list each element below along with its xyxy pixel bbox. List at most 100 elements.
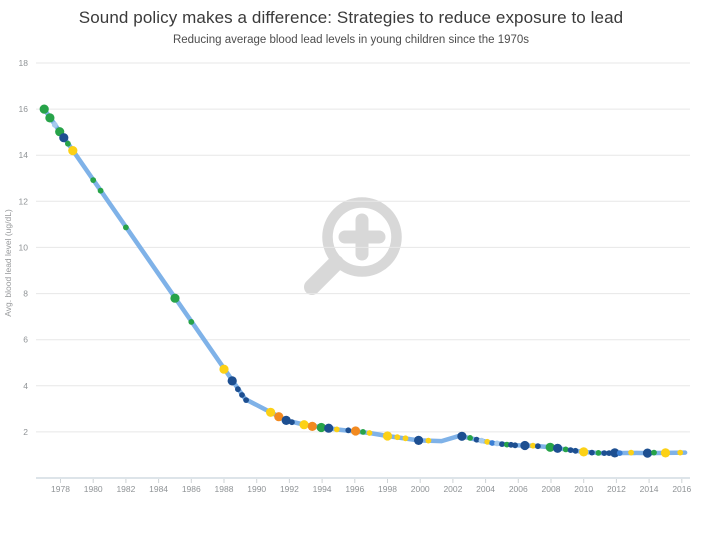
data-point-marker[interactable] [494, 440, 500, 447]
magnifier-lens [322, 197, 402, 277]
data-point-marker[interactable] [239, 392, 245, 398]
x-tick-label: 1988 [215, 484, 234, 494]
data-point-marker[interactable] [484, 438, 491, 445]
x-tick-label: 1984 [149, 484, 168, 494]
data-point-marker[interactable] [235, 386, 241, 393]
data-point-marker[interactable] [579, 447, 589, 457]
data-point-marker[interactable] [610, 448, 620, 458]
x-tick-label: 1998 [378, 484, 397, 494]
data-point-marker[interactable] [601, 450, 608, 456]
data-point-marker[interactable] [333, 426, 340, 433]
data-point-marker[interactable] [467, 435, 473, 441]
chart-title: Sound policy makes a difference: Strateg… [78, 8, 624, 27]
data-point-marker[interactable] [473, 436, 480, 443]
y-tick-label: 12 [19, 196, 29, 206]
data-point-marker[interactable] [307, 421, 317, 431]
chart-header: Sound policy makes a difference: Strateg… [0, 8, 702, 46]
data-point-marker[interactable] [39, 104, 49, 114]
data-point-marker[interactable] [616, 450, 623, 456]
data-point-marker[interactable] [545, 442, 555, 452]
data-point-marker[interactable] [170, 293, 180, 303]
data-point-marker[interactable] [642, 448, 653, 458]
data-point-marker[interactable] [227, 376, 237, 386]
y-tick-label: 16 [19, 104, 29, 114]
data-point-marker[interactable] [628, 449, 634, 456]
x-tick-label: 1978 [51, 484, 70, 494]
data-point-marker[interactable] [243, 397, 250, 403]
data-point-marker[interactable] [289, 419, 295, 426]
data-point-marker[interactable] [499, 441, 505, 447]
data-point-marker[interactable] [402, 435, 409, 442]
chart-subtitle: Reducing average blood lead levels in yo… [172, 34, 530, 46]
data-point-marker[interactable] [90, 177, 97, 184]
data-point-marker[interactable] [478, 437, 485, 444]
x-tick-label: 1996 [345, 484, 364, 494]
data-point-marker[interactable] [535, 443, 541, 450]
y-tick-label: 10 [19, 242, 29, 252]
data-point-marker[interactable] [324, 423, 334, 433]
y-tick-label: 14 [19, 150, 29, 160]
data-point-marker[interactable] [651, 449, 657, 456]
data-point-marker[interactable] [68, 146, 78, 156]
x-tick-label: 2016 [672, 484, 691, 494]
data-point-marker[interactable] [51, 121, 58, 128]
data-point-marker[interactable] [595, 450, 602, 456]
x-tick-label: 2014 [640, 484, 659, 494]
x-tick-label: 2012 [607, 484, 626, 494]
data-point-marker[interactable] [59, 133, 69, 143]
data-point-marker[interactable] [489, 440, 496, 446]
y-axis-title: Avg. blood lead level (ug/dL) [3, 209, 13, 317]
zoom-in-watermark-icon[interactable] [304, 197, 402, 295]
y-tick-label: 2 [23, 427, 28, 437]
trend-line[interactable] [41, 106, 688, 456]
x-tick-label: 2002 [443, 484, 462, 494]
data-point-marker[interactable] [366, 430, 373, 436]
x-tick-label: 1986 [182, 484, 201, 494]
x-tick-label: 2004 [476, 484, 495, 494]
x-tick-label: 2000 [411, 484, 430, 494]
data-point-marker[interactable] [360, 429, 366, 435]
data-point-marker[interactable] [65, 140, 71, 147]
data-point-marker[interactable] [281, 415, 291, 425]
data-point-marker[interactable] [219, 364, 229, 374]
x-tick-label: 2010 [574, 484, 593, 494]
data-point-marker[interactable] [266, 407, 276, 417]
data-point-marker[interactable] [425, 437, 432, 444]
data-point-marker[interactable] [97, 187, 104, 194]
data-point-marker[interactable] [382, 431, 393, 441]
data-point-marker[interactable] [677, 449, 684, 456]
y-tick-label: 4 [23, 381, 28, 391]
data-point-marker[interactable] [562, 446, 569, 453]
data-point-marker[interactable] [504, 441, 510, 448]
data-point-marker[interactable] [457, 431, 467, 441]
data-point-marker[interactable] [123, 224, 129, 231]
data-point-marker[interactable] [274, 412, 284, 422]
data-point-marker[interactable] [188, 319, 195, 325]
data-point-marker[interactable] [520, 440, 530, 451]
data-point-marker[interactable] [589, 449, 595, 456]
x-tick-label: 1992 [280, 484, 299, 494]
data-point-marker[interactable] [316, 422, 326, 433]
data-point-marker[interactable] [45, 113, 55, 123]
data-point-marker[interactable] [345, 427, 352, 434]
x-tick-label: 1982 [116, 484, 135, 494]
y-tick-label: 18 [19, 58, 29, 68]
data-point-marker[interactable] [660, 448, 671, 458]
data-point-marker[interactable] [572, 447, 579, 454]
y-tick-label: 8 [23, 289, 28, 299]
magnifier-handle [304, 255, 344, 295]
x-tick-label: 2006 [509, 484, 528, 494]
x-tick-label: 2008 [542, 484, 561, 494]
x-tick-label: 1980 [84, 484, 103, 494]
data-point-marker[interactable] [394, 434, 401, 441]
data-point-marker[interactable] [351, 426, 361, 436]
data-point-marker[interactable] [530, 442, 536, 449]
data-point-marker[interactable] [567, 447, 574, 453]
data-point-marker[interactable] [512, 442, 518, 449]
data-point-marker[interactable] [553, 443, 563, 453]
x-tick-label: 1994 [313, 484, 332, 494]
data-point-marker[interactable] [414, 435, 424, 445]
data-point-marker[interactable] [299, 420, 309, 430]
